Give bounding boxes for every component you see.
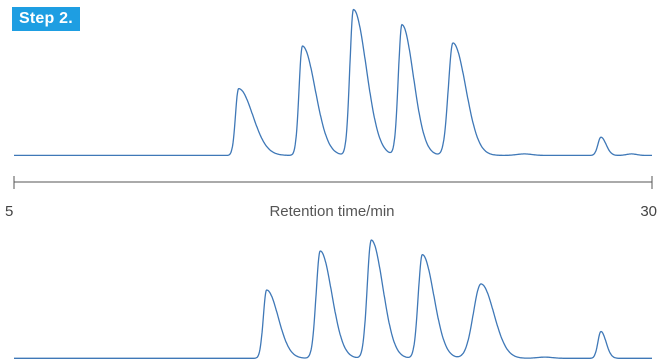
x-tick-label-min: 5 — [5, 203, 13, 220]
step-badge: Step 2. — [12, 7, 80, 31]
chromatogram-trace-1 — [13, 8, 653, 157]
chromatogram-trace-2 — [13, 239, 653, 359]
x-tick-label-max: 30 — [640, 203, 657, 220]
x-axis-label: Retention time/min — [269, 203, 394, 220]
